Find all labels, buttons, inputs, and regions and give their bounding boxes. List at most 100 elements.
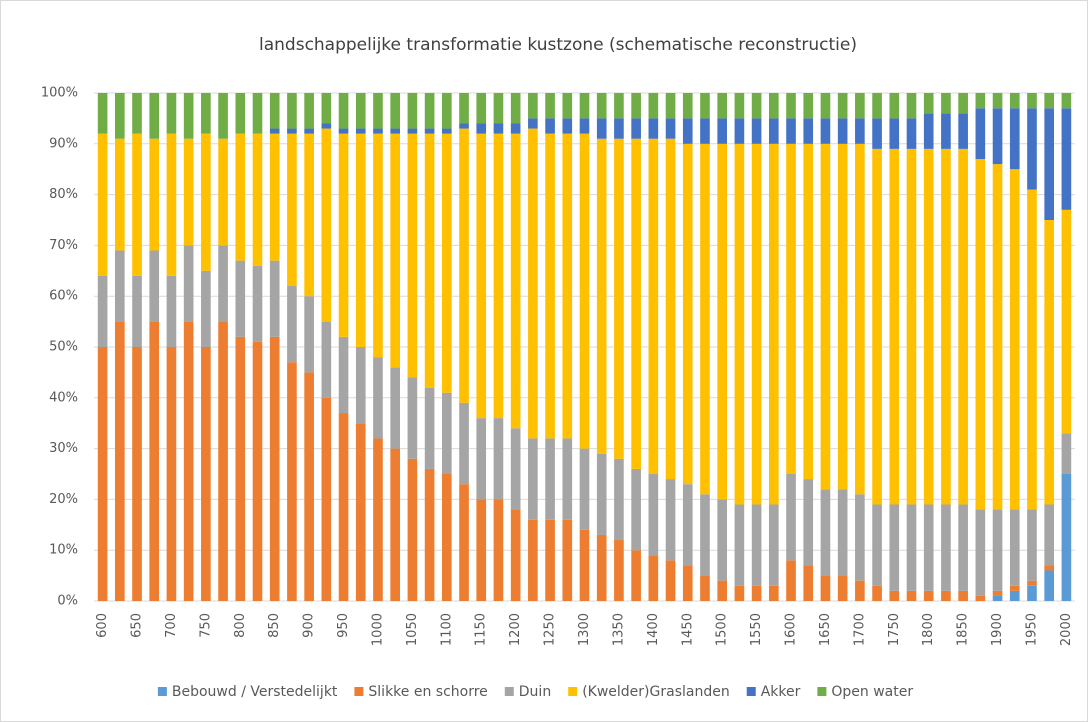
bar-segment <box>493 499 504 601</box>
bar-segment <box>476 93 487 124</box>
bar-segment <box>803 143 814 480</box>
bar-segment <box>355 93 366 129</box>
x-tick-label: 850 <box>267 613 282 638</box>
bar-segment <box>493 418 504 500</box>
bar-segment <box>958 148 968 505</box>
bar-segment <box>407 93 418 129</box>
x-tick-label: 1400 <box>646 613 661 646</box>
bar-segment <box>631 468 641 551</box>
bar-segment <box>562 118 573 134</box>
bar-segment <box>201 270 211 347</box>
bar-segment <box>201 93 211 134</box>
bar-segment <box>149 138 160 251</box>
x-tick-label: 1250 <box>543 613 558 646</box>
x-tick-label: 1000 <box>370 613 385 646</box>
bar-segment <box>373 128 383 134</box>
bar-segment <box>906 148 917 505</box>
bar-segment <box>631 93 641 119</box>
bar-segment <box>338 93 349 129</box>
legend-label: Slikke en schorre <box>368 684 487 700</box>
bar-segment <box>304 128 314 134</box>
bar-segment <box>579 133 590 449</box>
bar-segment <box>390 133 401 368</box>
bar-segment <box>717 93 728 119</box>
bar-segment <box>889 590 900 601</box>
bar-segment <box>252 93 263 134</box>
legend-label: (Kwelder)Graslanden <box>582 684 730 700</box>
bar-segment <box>355 347 366 424</box>
bar-segment <box>476 499 487 601</box>
legend-label: Open water <box>831 684 913 700</box>
bar-segment <box>97 275 108 347</box>
bar-segment <box>872 93 882 119</box>
bar-segment <box>287 133 297 287</box>
bar-segment <box>958 590 968 601</box>
bar-segment <box>1027 189 1037 510</box>
bar-segment <box>97 133 108 276</box>
bar-segment <box>321 93 332 124</box>
legend-swatch <box>568 687 578 696</box>
bar-segment <box>476 133 487 419</box>
bar-segment <box>596 93 607 119</box>
bar-segment <box>665 138 676 480</box>
bar-segment <box>923 590 934 601</box>
bar-segment <box>1009 585 1020 591</box>
bar-segment <box>941 148 951 505</box>
bar-segment <box>992 164 1003 510</box>
bar-segment <box>682 565 693 601</box>
bar-segment <box>579 118 590 134</box>
x-tick-label: 1950 <box>1024 613 1039 646</box>
bar-segment <box>338 413 349 601</box>
bar-segment <box>855 118 865 144</box>
bar-segment <box>872 585 882 601</box>
bar-segment <box>975 159 986 510</box>
x-tick-label: 1100 <box>439 613 454 646</box>
bar-segment <box>923 93 934 114</box>
bar-segment <box>1027 108 1037 190</box>
bar-segment <box>373 438 383 601</box>
bar-segment <box>837 93 848 119</box>
bar-segment <box>682 118 693 144</box>
bar-segment <box>304 296 314 373</box>
bar-segment <box>700 118 710 144</box>
bar-segment <box>855 494 865 581</box>
bar-segment <box>1044 504 1055 566</box>
bar-segment <box>218 138 228 246</box>
bar-segment <box>545 133 555 439</box>
bar-segment <box>648 118 659 139</box>
bar-segment <box>958 93 968 114</box>
bar-segment <box>837 575 848 601</box>
bar-segment <box>648 93 659 119</box>
bar-segment <box>407 458 418 601</box>
bar-segment <box>355 133 366 347</box>
bar-segment <box>562 133 573 439</box>
bar-segment <box>734 143 745 505</box>
bar-segment <box>235 133 246 261</box>
bar-segment <box>682 484 693 566</box>
bar-segment <box>906 118 917 149</box>
bar-segment <box>992 108 1003 165</box>
bar-segment <box>287 362 297 601</box>
y-tick-label: 80% <box>49 187 78 202</box>
bar-segment <box>218 245 228 322</box>
bar-segment <box>803 479 814 566</box>
chart-title: landschappelijke transformatie kustzone … <box>259 35 857 55</box>
bar-segment <box>252 265 263 342</box>
x-tick-label: 1550 <box>749 613 764 646</box>
bar-segment <box>114 321 125 601</box>
bar-segment <box>149 321 160 601</box>
bar-segment <box>786 560 796 601</box>
bar-segment <box>97 93 108 134</box>
bar-segment <box>562 438 573 520</box>
bar-segment <box>958 113 968 149</box>
y-tick-label: 20% <box>49 492 78 507</box>
bar-segment <box>269 128 280 134</box>
bar-segment <box>1009 590 1020 601</box>
bar-segment <box>872 504 882 586</box>
legend-swatch <box>504 687 514 696</box>
bar-segment <box>975 595 986 601</box>
bar-segment <box>459 123 469 129</box>
bar-segment <box>803 118 814 144</box>
bar-segment <box>407 128 418 134</box>
bar-segment <box>906 93 917 119</box>
